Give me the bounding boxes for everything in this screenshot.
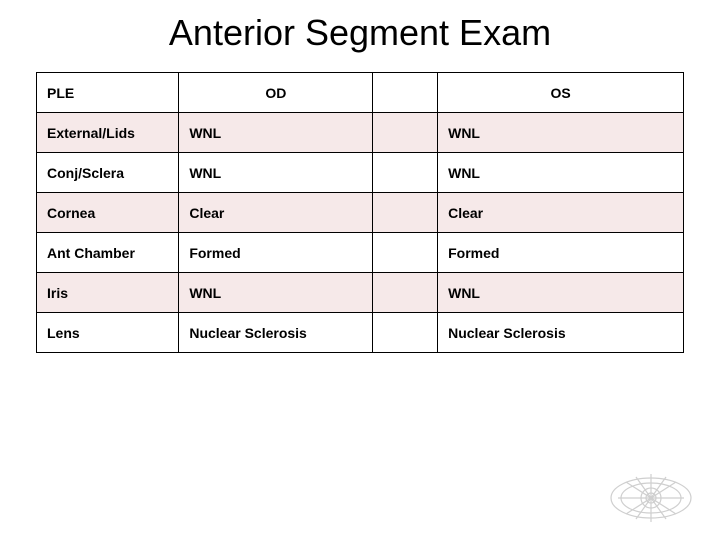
row-gap: [373, 153, 438, 193]
row-od: WNL: [179, 153, 373, 193]
table-row: Ant Chamber Formed Formed: [37, 233, 684, 273]
table-row: Cornea Clear Clear: [37, 193, 684, 233]
exam-table: PLE OD OS External/Lids WNL WNL Conj/Scl…: [36, 72, 684, 353]
row-od: Clear: [179, 193, 373, 233]
row-os: WNL: [438, 113, 684, 153]
row-os: Clear: [438, 193, 684, 233]
row-od: WNL: [179, 273, 373, 313]
eye-seal-icon: [606, 470, 696, 526]
header-ple: PLE: [37, 73, 179, 113]
table-row: Iris WNL WNL: [37, 273, 684, 313]
row-label: Iris: [37, 273, 179, 313]
row-od: Formed: [179, 233, 373, 273]
row-os: Formed: [438, 233, 684, 273]
header-gap: [373, 73, 438, 113]
page-title: Anterior Segment Exam: [0, 0, 720, 72]
row-label: Ant Chamber: [37, 233, 179, 273]
row-os: WNL: [438, 273, 684, 313]
row-gap: [373, 273, 438, 313]
exam-table-container: PLE OD OS External/Lids WNL WNL Conj/Scl…: [0, 72, 720, 353]
row-label: Cornea: [37, 193, 179, 233]
table-row: Lens Nuclear Sclerosis Nuclear Sclerosis: [37, 313, 684, 353]
header-os: OS: [438, 73, 684, 113]
row-label: External/Lids: [37, 113, 179, 153]
table-row: External/Lids WNL WNL: [37, 113, 684, 153]
header-od: OD: [179, 73, 373, 113]
row-label: Lens: [37, 313, 179, 353]
row-os: Nuclear Sclerosis: [438, 313, 684, 353]
row-os: WNL: [438, 153, 684, 193]
row-od: Nuclear Sclerosis: [179, 313, 373, 353]
row-gap: [373, 193, 438, 233]
row-gap: [373, 233, 438, 273]
row-od: WNL: [179, 113, 373, 153]
row-gap: [373, 113, 438, 153]
table-header-row: PLE OD OS: [37, 73, 684, 113]
table-row: Conj/Sclera WNL WNL: [37, 153, 684, 193]
row-label: Conj/Sclera: [37, 153, 179, 193]
row-gap: [373, 313, 438, 353]
